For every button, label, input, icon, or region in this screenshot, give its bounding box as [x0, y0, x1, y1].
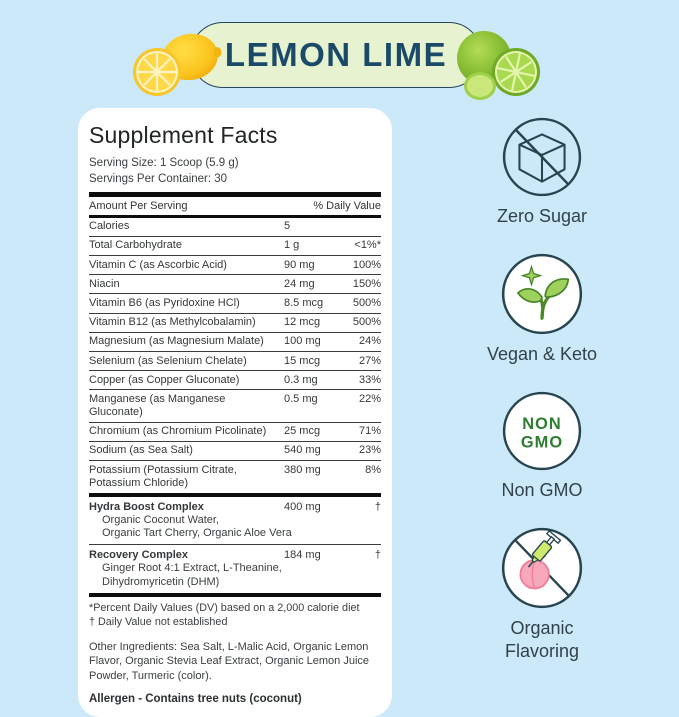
- nutrient-row: Selenium (as Selenium Chelate) 15 mcg 27%: [89, 351, 381, 370]
- nutrient-name: Vitamin B12 (as Methylcobalamin): [89, 316, 256, 329]
- nutrient-amount: 90 mg: [284, 258, 315, 271]
- badge-organic-flavoring: Organic Flavoring: [462, 526, 622, 662]
- nutrient-name: Copper (as Copper Gluconate): [89, 373, 240, 386]
- nutrient-row: Copper (as Copper Gluconate) 0.3 mg 33%: [89, 370, 381, 389]
- nutrient-name: Chromium (as Chromium Picolinate): [89, 425, 267, 438]
- nutrient-amount: 12 mcg: [284, 316, 321, 329]
- flavor-banner: LEMON LIME: [190, 22, 482, 88]
- complex-amount: 400 mg: [284, 500, 321, 513]
- other-ingredients: Other Ingredients: Sea Salt, L-Malic Aci…: [89, 640, 370, 682]
- nutrient-amount: 540 mg: [284, 444, 321, 457]
- nutrient-amount: 1 g: [284, 239, 300, 252]
- nutrient-row: Manganese (as Manganese Gluconate) 0.5 mg…: [89, 389, 381, 421]
- footnote-dv: *Percent Daily Values (DV) based on a 2,…: [89, 601, 360, 614]
- nutrient-amount: 0.5 mg: [284, 392, 318, 405]
- badge-vegan-keto: Vegan & Keto: [462, 252, 622, 366]
- nutrient-daily-value: 27%: [358, 354, 381, 367]
- badge-non-gmo: NON GMO Non GMO: [462, 390, 622, 502]
- nutrient-name: Niacin: [89, 277, 120, 290]
- badge-zero-sugar: Zero Sugar: [462, 116, 622, 228]
- nutrient-rows: Calories 5 Total Carbohydrate 1 g <1%* Vitami…: [89, 218, 381, 493]
- nutrient-name: Calories: [89, 220, 130, 233]
- nutrient-daily-value: <1%*: [354, 239, 381, 252]
- servings-per-container: Servings Per Container: 30: [89, 173, 228, 186]
- complex-daily-value: †: [374, 549, 381, 562]
- column-header-row: Amount Per Serving % Daily Value: [89, 197, 381, 215]
- badge-label-organic-flavoring: Organic Flavoring: [504, 618, 580, 661]
- nutrient-daily-value: 71%: [358, 425, 381, 438]
- panel-title: Supplement Facts: [89, 122, 278, 148]
- nutrient-amount: 8.5 mcg: [284, 296, 324, 309]
- lemon-image: [133, 33, 222, 96]
- nutrient-daily-value: 500%: [352, 316, 381, 329]
- nutrient-row: Total Carbohydrate 1 g <1%*: [89, 235, 381, 255]
- complex-amount: 184 mg: [284, 549, 321, 562]
- footnotes: *Percent Daily Values (DV) based on a 2,…: [89, 601, 381, 629]
- zero-sugar-icon: [502, 117, 582, 197]
- divider-thick-complex-top: [89, 492, 381, 497]
- nutrient-row: Potassium (Potassium Citrate, Potassium …: [89, 460, 381, 492]
- nutrient-daily-value: 150%: [352, 277, 381, 290]
- complex-name: Hydra Boost Complex: [89, 500, 204, 513]
- nutrient-amount: 15 mcg: [284, 354, 321, 367]
- nutrient-row: Vitamin C (as Ascorbic Acid) 90 mg 100%: [89, 255, 381, 274]
- complex-sub-ingredient: Organic Coconut Water,: [102, 513, 219, 526]
- nutrient-name: Sodium (as Sea Salt): [89, 444, 193, 457]
- column-header-left: Amount Per Serving: [89, 200, 188, 213]
- divider-mid: [89, 215, 381, 218]
- nutrient-daily-value: 500%: [352, 296, 381, 309]
- nutrient-row: Calories 5: [89, 218, 381, 236]
- nutrient-name: Magnesium (as Magnesium Malate): [89, 335, 264, 348]
- complex-rows: Hydra Boost Complex 400 mg † Organic Coconu…: [89, 497, 381, 593]
- nutrient-row: Magnesium (as Magnesium Malate) 100 mg 24%: [89, 331, 381, 351]
- column-header-right: % Daily Value: [313, 200, 381, 213]
- lime-image: [457, 31, 540, 100]
- complex-block: Recovery Complex 184 mg † Ginger Root 4:1 E…: [89, 544, 381, 593]
- flavor-title: LEMON LIME: [224, 36, 448, 73]
- nutrient-row: Vitamin B6 (as Pyridoxine HCl) 8.5 mcg 500…: [89, 293, 381, 312]
- nutrient-daily-value: 22%: [358, 392, 381, 405]
- badge-label-zero-sugar: Zero Sugar: [496, 206, 588, 226]
- nutrient-amount: 25 mcg: [284, 425, 321, 438]
- nutrient-daily-value: 24%: [358, 335, 381, 348]
- vegan-keto-icon: [501, 253, 583, 335]
- nutrient-amount: 100 mg: [284, 335, 321, 348]
- nutrient-amount: 380 mg: [284, 463, 321, 476]
- supplement-facts-panel: Supplement Facts Serving Size: 1 Scoop (…: [78, 108, 392, 717]
- complex-daily-value: †: [374, 500, 381, 513]
- divider-thick-complex-bottom: [89, 592, 381, 597]
- non-gmo-icon: NON GMO: [502, 391, 582, 471]
- badge-label-non-gmo: Non GMO: [501, 480, 583, 500]
- nutrient-name: Potassium (Potassium Citrate, Potassium …: [89, 463, 237, 489]
- allergen-statement: Allergen - Contains tree nuts (coconut): [89, 693, 302, 706]
- non-gmo-text-line1: NON: [522, 415, 562, 433]
- nutrient-amount: 5: [284, 220, 291, 233]
- badge-label-vegan-keto: Vegan & Keto: [486, 344, 598, 364]
- nutrient-amount: 0.3 mg: [284, 373, 318, 386]
- nutrient-daily-value: 33%: [358, 373, 381, 386]
- complex-block: Hydra Boost Complex 400 mg † Organic Coconu…: [89, 497, 381, 545]
- nutrient-row: Chromium (as Chromium Picolinate) 25 mcg 7…: [89, 421, 381, 441]
- complex-sub-ingredient: Ginger Root 4:1 Extract, L-Theanine,: [102, 562, 282, 575]
- non-gmo-text-line2: GMO: [521, 433, 563, 451]
- nutrient-name: Manganese (as Manganese Gluconate): [89, 392, 226, 419]
- serving-size: Serving Size: 1 Scoop (5.9 g): [89, 157, 239, 169]
- nutrient-name: Selenium (as Selenium Chelate): [89, 354, 247, 367]
- nutrient-row: Niacin 24 mg 150%: [89, 274, 381, 293]
- nutrient-daily-value: 23%: [358, 444, 381, 457]
- complex-sub-ingredient: Organic Tart Cherry, Organic Aloe Vera: [102, 527, 292, 540]
- nutrient-daily-value: 8%: [365, 463, 381, 476]
- nutrient-row: Sodium (as Sea Salt) 540 mg 23%: [89, 440, 381, 460]
- complex-name: Recovery Complex: [89, 549, 189, 562]
- nutrient-name: Vitamin B6 (as Pyridoxine HCl): [89, 296, 240, 309]
- nutrient-amount: 24 mg: [284, 277, 315, 290]
- nutrient-row: Vitamin B12 (as Methylcobalamin) 12 mcg 50…: [89, 312, 381, 332]
- footnote-dagger: † Daily Value not established: [89, 615, 228, 628]
- organic-flavoring-icon: [501, 527, 583, 609]
- complex-sub-ingredient: Dihydromyricetin (DHM): [102, 576, 220, 589]
- nutrient-name: Total Carbohydrate: [89, 239, 182, 252]
- nutrient-daily-value: 100%: [352, 258, 381, 271]
- nutrient-name: Vitamin C (as Ascorbic Acid): [89, 258, 227, 271]
- divider-thick-top: [89, 192, 381, 198]
